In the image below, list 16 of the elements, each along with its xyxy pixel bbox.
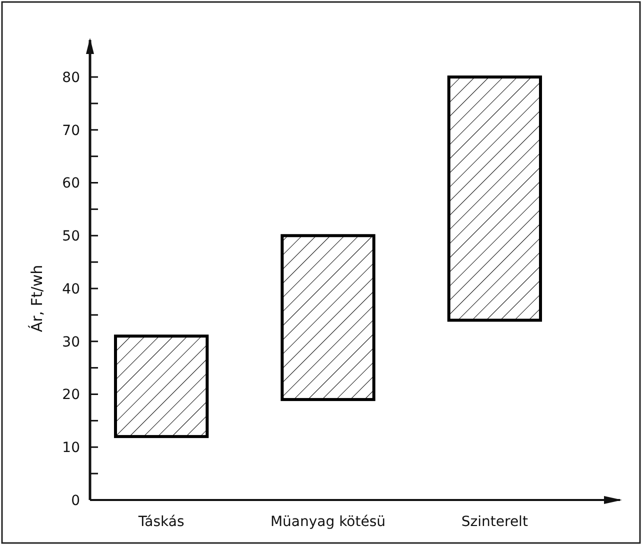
y-tick-label: 10 <box>62 440 80 456</box>
y-tick-label: 30 <box>62 334 80 350</box>
y-tick-label: 40 <box>62 281 80 298</box>
bar <box>280 234 376 402</box>
y-tick-label: 70 <box>62 122 80 139</box>
y-tick-label: 20 <box>62 387 80 404</box>
x-tick-label: Táskás <box>137 514 184 530</box>
bar <box>114 334 209 438</box>
y-tick-label: 80 <box>62 70 80 86</box>
y-axis-title: Ár, Ft/wh <box>28 264 46 332</box>
x-tick-label: Müanyag kötésü <box>270 514 386 530</box>
bar <box>447 76 542 322</box>
x-tick-label: Szinterelt <box>461 514 528 530</box>
y-tick-label: 60 <box>62 176 80 192</box>
y-tick-label: 50 <box>62 228 80 245</box>
y-tick-label: 0 <box>71 492 80 509</box>
